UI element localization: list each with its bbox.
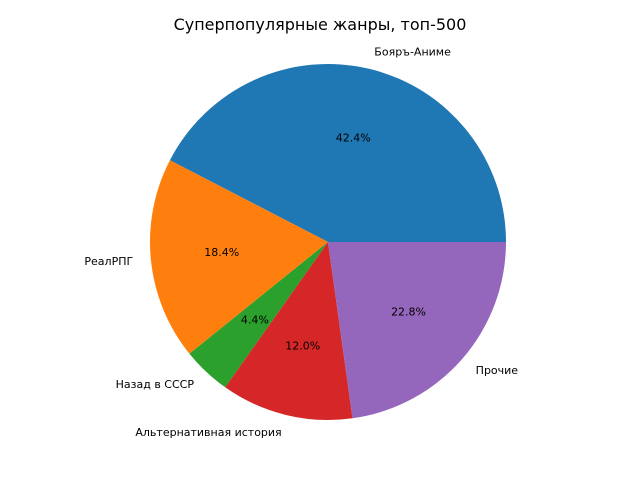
pie-slice-5 — [328, 242, 506, 419]
slice-percent-label-2: 18.4% — [204, 246, 239, 259]
pie-slice-3 — [189, 242, 328, 388]
slice-category-label-5: Прочие — [476, 364, 519, 377]
labels-group: 42.4% Бояръ-Аниме 18.4% РеалРПГ 4.4% Назад в … — [84, 45, 518, 439]
pie-slice-4 — [225, 242, 353, 420]
slice-percent-label-1: 42.4% — [336, 132, 371, 145]
pie-slice-1 — [169, 63, 506, 242]
slice-category-label-3: Назад в СССР — [116, 378, 195, 391]
chart-title: Суперпопулярные жанры, топ-500 — [174, 15, 467, 34]
slice-category-label-1: Бояръ-Аниме — [374, 45, 451, 58]
slices-group — [149, 63, 506, 420]
slice-percent-label-3: 4.4% — [241, 313, 269, 326]
slice-percent-label-4: 12.0% — [285, 339, 320, 352]
slice-percent-label-5: 22.8% — [391, 306, 426, 319]
slice-category-label-4: Альтернативная история — [135, 426, 281, 439]
pie-slice-2 — [149, 160, 328, 354]
slice-category-label-2: РеалРПГ — [84, 255, 133, 268]
